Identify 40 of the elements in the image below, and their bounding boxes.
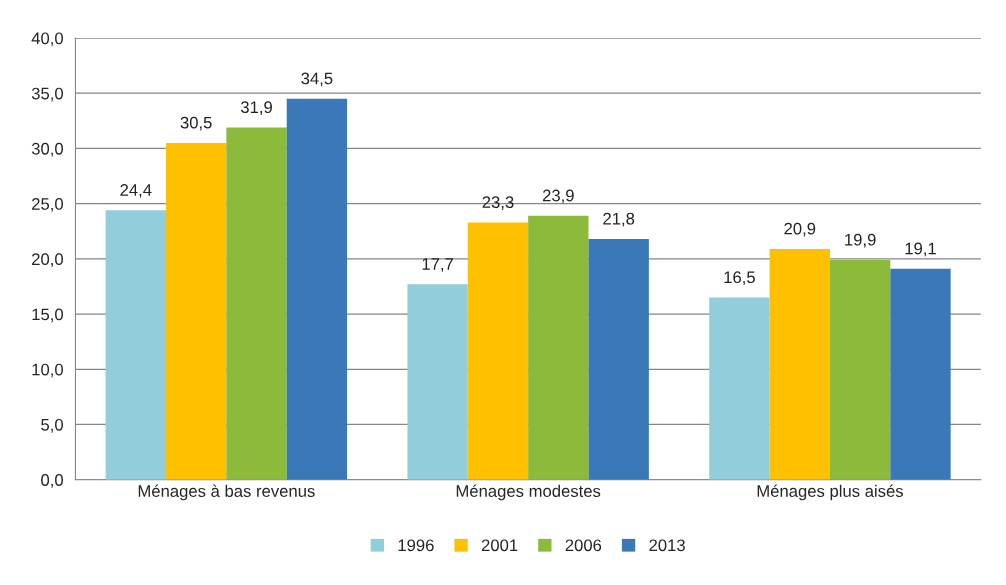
y-tick-label: 5,0 <box>41 418 63 433</box>
y-tick-label: 35,0 <box>31 87 63 102</box>
bar <box>105 210 166 480</box>
bar <box>709 297 770 480</box>
data-label: 31,9 <box>240 101 272 116</box>
bar <box>226 127 287 480</box>
data-label: 16,5 <box>724 271 755 286</box>
legend-label: 2013 <box>649 539 685 552</box>
data-label: 30,5 <box>180 116 212 131</box>
data-label: 19,1 <box>905 242 936 257</box>
y-tick-label: 25,0 <box>32 198 63 212</box>
y-tick-label: 30,0 <box>31 142 63 157</box>
bar <box>165 142 227 480</box>
bar <box>407 284 468 480</box>
legend-label: 2006 <box>565 539 602 552</box>
y-tick-label: 40,0 <box>31 32 63 47</box>
data-label: 17,7 <box>422 258 453 272</box>
data-label: 23,3 <box>482 196 514 210</box>
legend-label: 1996 <box>398 539 434 552</box>
bar <box>588 238 649 480</box>
y-tick-label: 20,0 <box>32 253 63 268</box>
bar <box>528 215 589 480</box>
data-label: 21,8 <box>603 212 635 227</box>
x-tick-label: Ménages à bas revenus <box>138 484 315 501</box>
data-label: 24,4 <box>120 184 152 198</box>
data-label: 19,9 <box>845 233 876 248</box>
y-tick-label: 10,0 <box>32 363 63 378</box>
x-tick-label: Ménages modestes <box>456 484 601 501</box>
data-label: 20,9 <box>784 222 816 237</box>
bar <box>286 98 348 480</box>
bar <box>890 268 951 480</box>
bar <box>829 259 891 480</box>
x-tick-label: Ménages plus aisés <box>757 484 904 501</box>
bar <box>467 222 529 480</box>
data-label: 34,5 <box>301 72 333 87</box>
bar <box>769 248 830 480</box>
legend-label: 2001 <box>481 539 518 552</box>
y-tick-label: 0,0 <box>41 474 63 488</box>
y-tick-label: 15,0 <box>32 308 63 323</box>
data-label: 23,9 <box>542 189 574 204</box>
